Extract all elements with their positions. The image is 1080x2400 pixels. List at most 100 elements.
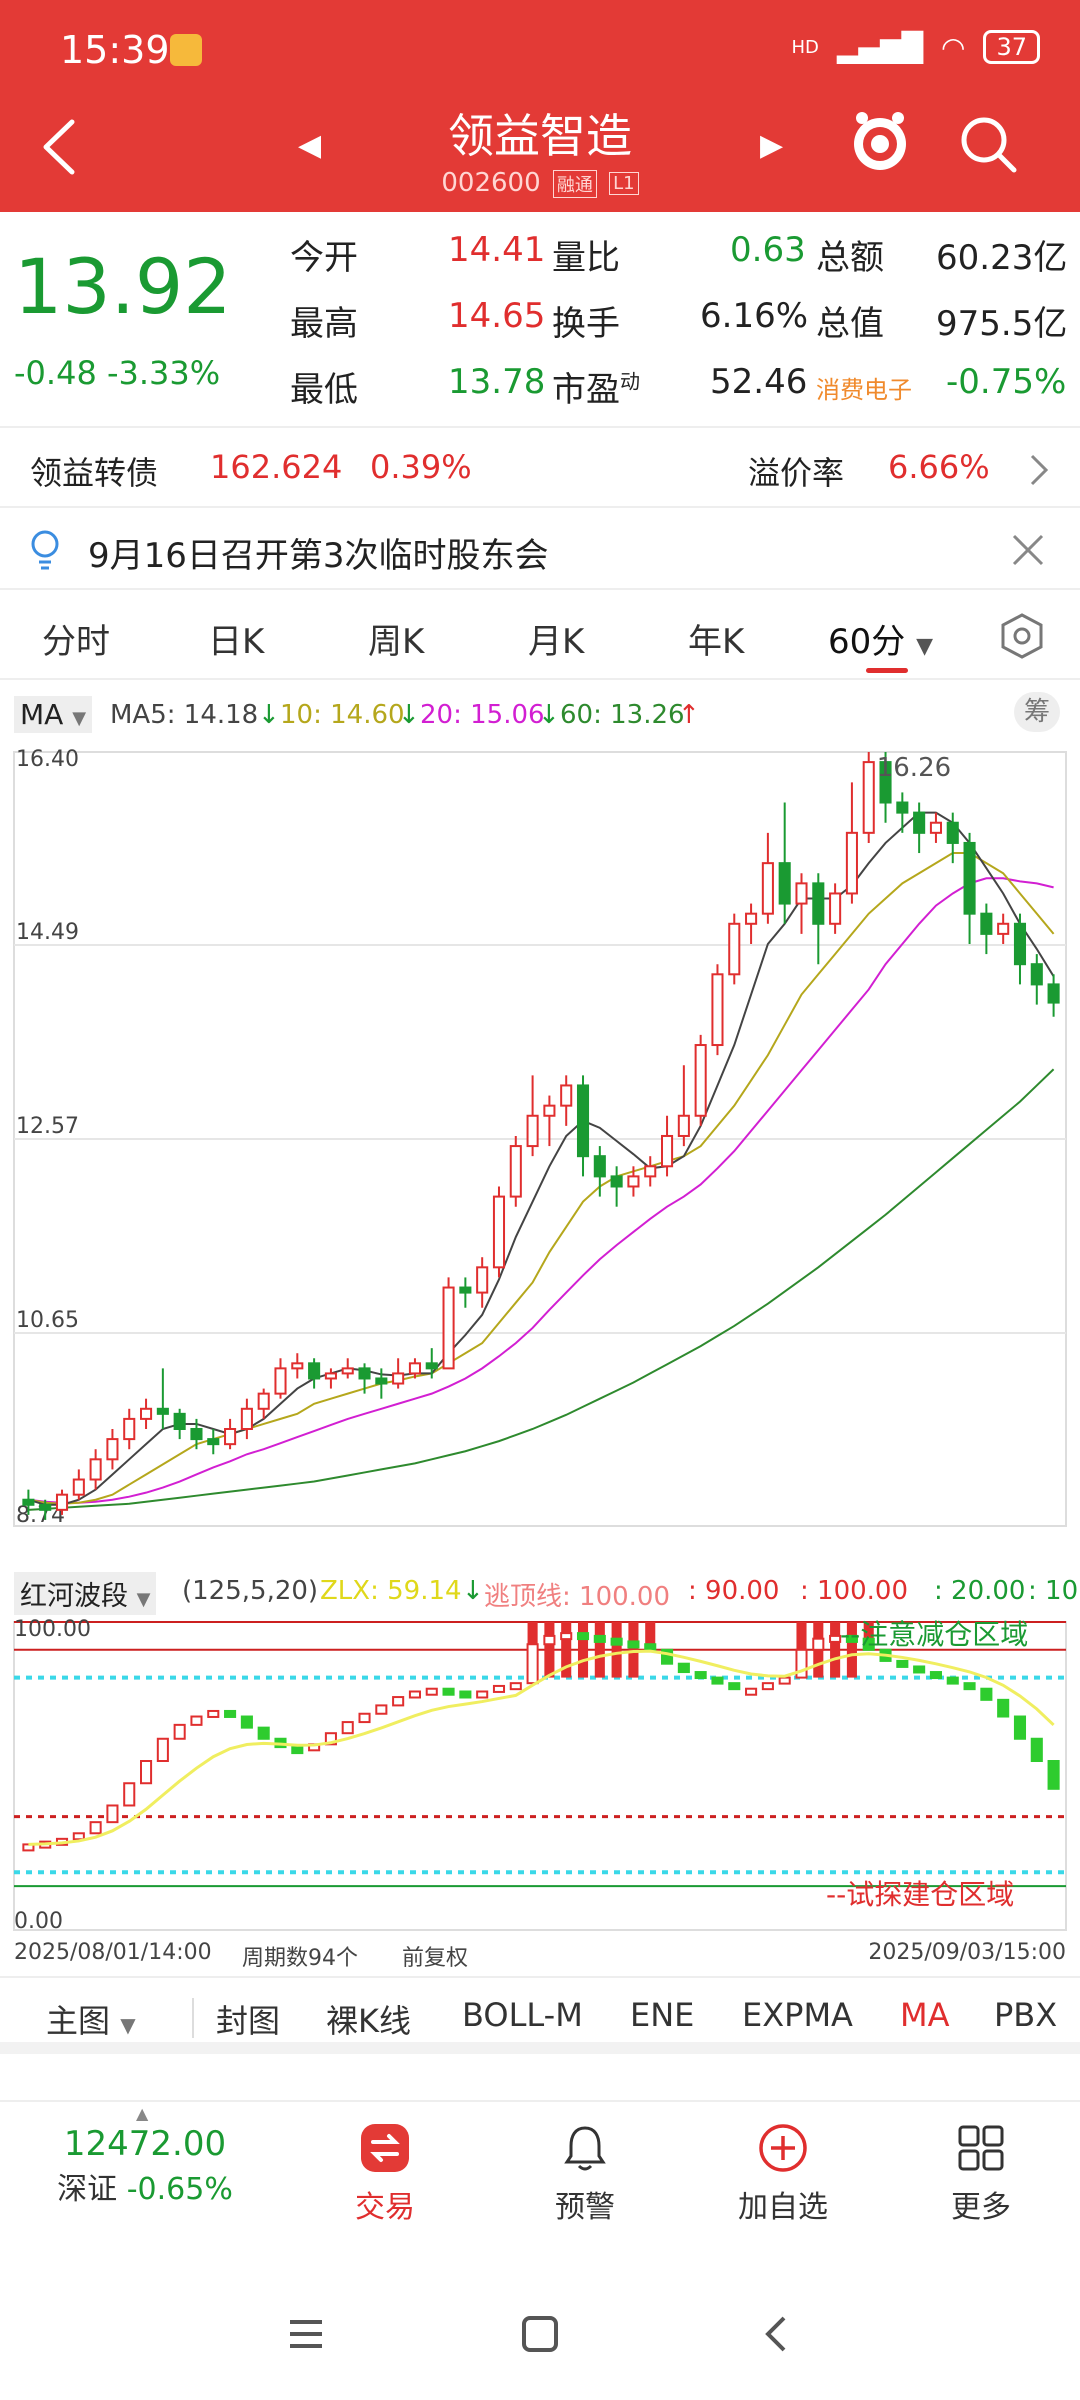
high-value: 14.65 — [448, 296, 546, 336]
wifi-icon: ◠ — [941, 30, 966, 64]
ma20-value: 20: 15.06 — [420, 700, 545, 730]
plus-circle-icon — [759, 2124, 807, 2172]
date-row: 2025/08/01/14:00 周期数94个 前复权 2025/09/03/1… — [0, 1936, 1080, 1972]
indicator-bar — [173, 1723, 186, 1740]
zone-bar — [645, 1622, 656, 1650]
candle — [980, 903, 993, 955]
candle — [408, 1358, 421, 1379]
indicator-chart[interactable]: 100.00 0.00 --注意减仓区域 --试探建仓区域 — [0, 1610, 1080, 1936]
tab-ma[interactable]: MA — [900, 1996, 950, 2034]
candle — [106, 1428, 119, 1470]
low-label: 最低 — [290, 370, 358, 410]
alert-button[interactable]: 预警 — [510, 2122, 660, 2226]
indicator-selector[interactable]: 红河波段 ▼ — [14, 1572, 157, 1615]
ma-lines — [28, 811, 1055, 1511]
mascot-icon[interactable] — [850, 108, 910, 174]
convertible-bond-row[interactable]: 领益转债 162.624 0.39% 溢价率 6.66% — [0, 430, 1080, 508]
bond-label: 领益转债 — [30, 454, 159, 492]
add-watchlist-button[interactable]: 加自选 — [708, 2122, 858, 2226]
level-tag: L1 — [609, 172, 639, 195]
indicator-bar — [72, 1832, 85, 1841]
bulb-icon — [31, 530, 59, 570]
candle — [896, 792, 909, 833]
period-count: 周期数94个 — [242, 1946, 358, 1971]
tab-intraday[interactable]: 分时 — [42, 622, 110, 662]
app-header: 15:39 HD ▂▄▆█ ◠ 37 ◀ 领益智造 ▶ 002600 融通 L1 — [0, 0, 1080, 212]
notification-app-icon — [170, 34, 202, 66]
indicator-bar — [459, 1690, 472, 1699]
candle — [761, 832, 774, 924]
menu-icon[interactable] — [286, 2314, 326, 2354]
indicator-bar — [492, 1684, 506, 1693]
indicator-max-label: 100.00 — [14, 1617, 91, 1642]
caret-up-icon: ▲ — [136, 2104, 149, 2123]
candle — [375, 1368, 388, 1399]
zone-bar — [544, 1622, 555, 1678]
index-widget[interactable]: 12472.00 深证 -0.65% — [40, 2124, 250, 2208]
ma-selector[interactable]: MA ▼ — [14, 696, 93, 733]
back-icon[interactable] — [36, 112, 86, 182]
settings-hex-icon[interactable] — [998, 612, 1046, 660]
zone-bar — [863, 1622, 874, 1650]
tab-monthly[interactable]: 月K — [528, 622, 585, 662]
candle — [476, 1257, 489, 1308]
indicator-bar — [593, 1634, 606, 1643]
candle — [442, 1277, 455, 1370]
chevron-right-icon — [1030, 454, 1049, 486]
build-zone-label: --试探建仓区域 — [826, 1878, 1014, 1911]
candles — [22, 752, 1060, 1520]
tab-60min[interactable]: 60分 ▼ — [828, 622, 933, 662]
notice-banner[interactable]: 9月16日召开第3次临时股东会 — [0, 510, 1080, 590]
tab-daily[interactable]: 日K — [208, 622, 265, 662]
status-icons: HD ▂▄▆█ ◠ 37 — [791, 30, 1040, 64]
indicator-bar — [560, 1632, 573, 1641]
quote-panel: 13.92 -0.48 -3.33% 今开 14.41 最高 14.65 最低 … — [0, 212, 1080, 428]
close-icon[interactable] — [1010, 532, 1046, 568]
indicator-bar — [778, 1676, 791, 1685]
tab-naked-k[interactable]: 裸K线 — [326, 2002, 411, 2040]
index-line: 深证 -0.65% — [57, 2172, 233, 2207]
zlx-value: ZLX: 59.14 — [320, 1576, 462, 1606]
indicator-bar — [257, 1726, 270, 1740]
home-icon[interactable] — [520, 2314, 560, 2354]
back-nav-icon[interactable] — [756, 2314, 796, 2354]
indicator-bar — [829, 1634, 842, 1643]
zone-bar — [796, 1622, 807, 1650]
y-tick-label: 14.49 — [16, 920, 79, 945]
tab-expma[interactable]: EXPMA — [742, 1996, 853, 2034]
zlx-line — [28, 1649, 1055, 1846]
tab-ene[interactable]: ENE — [630, 1996, 695, 2034]
indicator-bar — [661, 1648, 674, 1665]
search-icon[interactable] — [956, 112, 1020, 176]
candle — [543, 1095, 556, 1147]
next-stock-icon[interactable]: ▶ — [760, 128, 784, 163]
chip-button[interactable]: 筹 — [1014, 692, 1060, 732]
candle — [492, 1186, 506, 1278]
tab-yearly[interactable]: 年K — [688, 622, 745, 662]
candle — [778, 802, 791, 924]
index-value: 12472.00 — [63, 2124, 227, 2164]
prev-stock-icon[interactable]: ◀ — [298, 128, 322, 163]
y-tick-label: 10.65 — [16, 1308, 79, 1333]
candle — [140, 1398, 153, 1429]
pe-value: 52.46 — [710, 362, 808, 402]
indicator-bar — [728, 1682, 741, 1691]
tab-weekly[interactable]: 周K — [368, 622, 425, 662]
battery-icon: 37 — [983, 30, 1040, 64]
candle — [576, 1075, 590, 1177]
tab-pbx[interactable]: PBX — [994, 1996, 1058, 2034]
mktcap-value: 975.5亿 — [936, 304, 1068, 344]
tab-main-chart[interactable]: 主图 ▼ — [46, 2002, 136, 2040]
trade-button[interactable]: 交易 — [310, 2122, 460, 2226]
candle — [677, 1065, 690, 1147]
indicator-bar — [845, 1634, 858, 1643]
sector-name[interactable]: 消费电子 — [816, 376, 912, 404]
zone-bar — [594, 1622, 605, 1678]
candle — [22, 1489, 35, 1515]
ma10-line — [28, 852, 1055, 1505]
indicator-bar — [576, 1632, 590, 1641]
more-button[interactable]: 更多 — [906, 2122, 1056, 2226]
tab-boll-m[interactable]: BOLL-M — [462, 1996, 583, 2034]
tab-seal[interactable]: 封图 — [216, 2002, 281, 2040]
